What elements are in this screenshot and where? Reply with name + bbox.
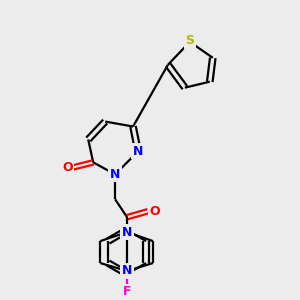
Text: O: O [150, 205, 160, 218]
Text: N: N [122, 226, 132, 238]
Text: F: F [123, 285, 131, 298]
Text: S: S [185, 34, 194, 47]
Text: N: N [110, 168, 120, 181]
Text: O: O [62, 161, 73, 174]
Text: N: N [133, 145, 143, 158]
Text: N: N [122, 265, 132, 278]
